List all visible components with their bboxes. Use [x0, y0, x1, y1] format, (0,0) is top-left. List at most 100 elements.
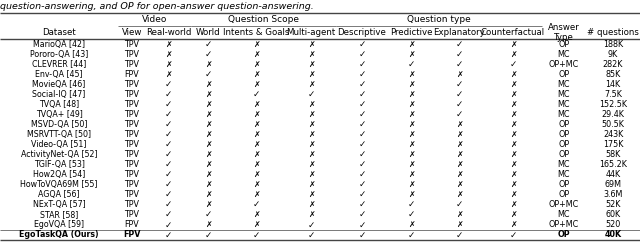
- Text: 69M: 69M: [605, 180, 621, 189]
- Text: ✗: ✗: [509, 210, 516, 219]
- Text: ✗: ✗: [509, 70, 516, 79]
- Text: ✗: ✗: [253, 150, 259, 159]
- Text: ✓: ✓: [455, 50, 463, 59]
- Text: ✓: ✓: [358, 80, 365, 89]
- Text: TPV: TPV: [125, 90, 140, 99]
- Text: ✓: ✓: [509, 60, 516, 69]
- Text: ✗: ✗: [253, 220, 259, 229]
- Text: OP: OP: [557, 230, 570, 240]
- Text: ✗: ✗: [408, 160, 414, 169]
- Text: ✗: ✗: [456, 180, 462, 189]
- Text: ✓: ✓: [165, 180, 172, 189]
- Text: Question type: Question type: [407, 15, 471, 24]
- Text: Predictive: Predictive: [390, 28, 432, 37]
- Text: MSRVTT-QA [50]: MSRVTT-QA [50]: [27, 130, 91, 139]
- Text: ✓: ✓: [358, 210, 365, 219]
- Text: TPV: TPV: [125, 140, 140, 149]
- Text: ✗: ✗: [408, 130, 414, 139]
- Text: ✓: ✓: [407, 200, 415, 209]
- Text: 40K: 40K: [604, 230, 621, 240]
- Text: TPV: TPV: [125, 50, 140, 59]
- Text: ✗: ✗: [408, 50, 414, 59]
- Text: ✗: ✗: [408, 150, 414, 159]
- Text: MC: MC: [557, 170, 570, 179]
- Text: ✗: ✗: [509, 190, 516, 199]
- Text: Intents & Goals: Intents & Goals: [223, 28, 289, 37]
- Text: EgoTaskQA (Ours): EgoTaskQA (Ours): [19, 230, 99, 240]
- Text: TPV: TPV: [125, 190, 140, 199]
- Text: ✓: ✓: [165, 80, 172, 89]
- Text: FPV: FPV: [125, 220, 140, 229]
- Text: ✓: ✓: [358, 100, 365, 109]
- Text: ✗: ✗: [456, 120, 462, 129]
- Text: ✓: ✓: [165, 160, 172, 169]
- Text: ✗: ✗: [253, 70, 259, 79]
- Text: 152.5K: 152.5K: [599, 100, 627, 109]
- Text: CLEVRER [44]: CLEVRER [44]: [32, 60, 86, 69]
- Text: ✗: ✗: [205, 220, 212, 229]
- Text: ✗: ✗: [408, 70, 414, 79]
- Text: Explanatory: Explanatory: [433, 28, 485, 37]
- Text: MC: MC: [557, 80, 570, 89]
- Text: ✓: ✓: [165, 120, 172, 129]
- Text: Pororo-QA [43]: Pororo-QA [43]: [30, 50, 88, 59]
- Text: TPV: TPV: [125, 130, 140, 139]
- Text: ✗: ✗: [205, 110, 212, 119]
- Text: 175K: 175K: [603, 140, 623, 149]
- Text: ✗: ✗: [308, 80, 314, 89]
- Text: ✗: ✗: [308, 50, 314, 59]
- Text: TPV: TPV: [125, 60, 140, 69]
- Text: ✗: ✗: [408, 140, 414, 149]
- Text: MC: MC: [557, 160, 570, 169]
- Text: Real-world: Real-world: [146, 28, 191, 37]
- Text: ✓: ✓: [358, 170, 365, 179]
- Text: FPV: FPV: [125, 70, 140, 79]
- Text: Env-QA [45]: Env-QA [45]: [35, 70, 83, 79]
- Text: TPV: TPV: [125, 210, 140, 219]
- Text: OP+MC: OP+MC: [549, 220, 579, 229]
- Text: ✓: ✓: [407, 60, 415, 69]
- Text: ✗: ✗: [253, 210, 259, 219]
- Text: View: View: [122, 28, 142, 37]
- Text: ✗: ✗: [408, 120, 414, 129]
- Text: ✗: ✗: [456, 220, 462, 229]
- Text: ✗: ✗: [205, 140, 212, 149]
- Text: ✓: ✓: [358, 90, 365, 99]
- Text: ✗: ✗: [509, 200, 516, 209]
- Text: ✗: ✗: [509, 160, 516, 169]
- Text: OP: OP: [559, 180, 570, 189]
- Text: ✓: ✓: [358, 220, 365, 229]
- Text: 188K: 188K: [603, 39, 623, 49]
- Text: Dataset: Dataset: [42, 28, 76, 37]
- Text: ✗: ✗: [308, 110, 314, 119]
- Text: Descriptive: Descriptive: [337, 28, 387, 37]
- Text: ✗: ✗: [456, 130, 462, 139]
- Text: ✓: ✓: [358, 140, 365, 149]
- Text: How2QA [54]: How2QA [54]: [33, 170, 85, 179]
- Text: ✓: ✓: [165, 210, 172, 219]
- Text: 282K: 282K: [603, 60, 623, 69]
- Text: ✓: ✓: [455, 200, 463, 209]
- Text: 58K: 58K: [605, 150, 621, 159]
- Text: ✓: ✓: [252, 90, 260, 99]
- Text: ✓: ✓: [307, 90, 315, 99]
- Text: ✗: ✗: [253, 130, 259, 139]
- Text: ✗: ✗: [205, 150, 212, 159]
- Text: 52K: 52K: [605, 200, 621, 209]
- Text: ✓: ✓: [205, 210, 212, 219]
- Text: ✗: ✗: [408, 180, 414, 189]
- Text: MC: MC: [557, 100, 570, 109]
- Text: ✓: ✓: [307, 230, 315, 240]
- Text: ✗: ✗: [308, 160, 314, 169]
- Text: ✓: ✓: [358, 130, 365, 139]
- Text: ✗: ✗: [253, 160, 259, 169]
- Text: ✗: ✗: [456, 160, 462, 169]
- Text: ✗: ✗: [509, 180, 516, 189]
- Text: ✗: ✗: [205, 90, 212, 99]
- Text: ✓: ✓: [205, 70, 212, 79]
- Text: EgoVQA [59]: EgoVQA [59]: [34, 220, 84, 229]
- Text: ✗: ✗: [408, 100, 414, 109]
- Text: ✗: ✗: [253, 140, 259, 149]
- Text: OP+MC: OP+MC: [549, 60, 579, 69]
- Text: TVQA+ [49]: TVQA+ [49]: [36, 110, 83, 119]
